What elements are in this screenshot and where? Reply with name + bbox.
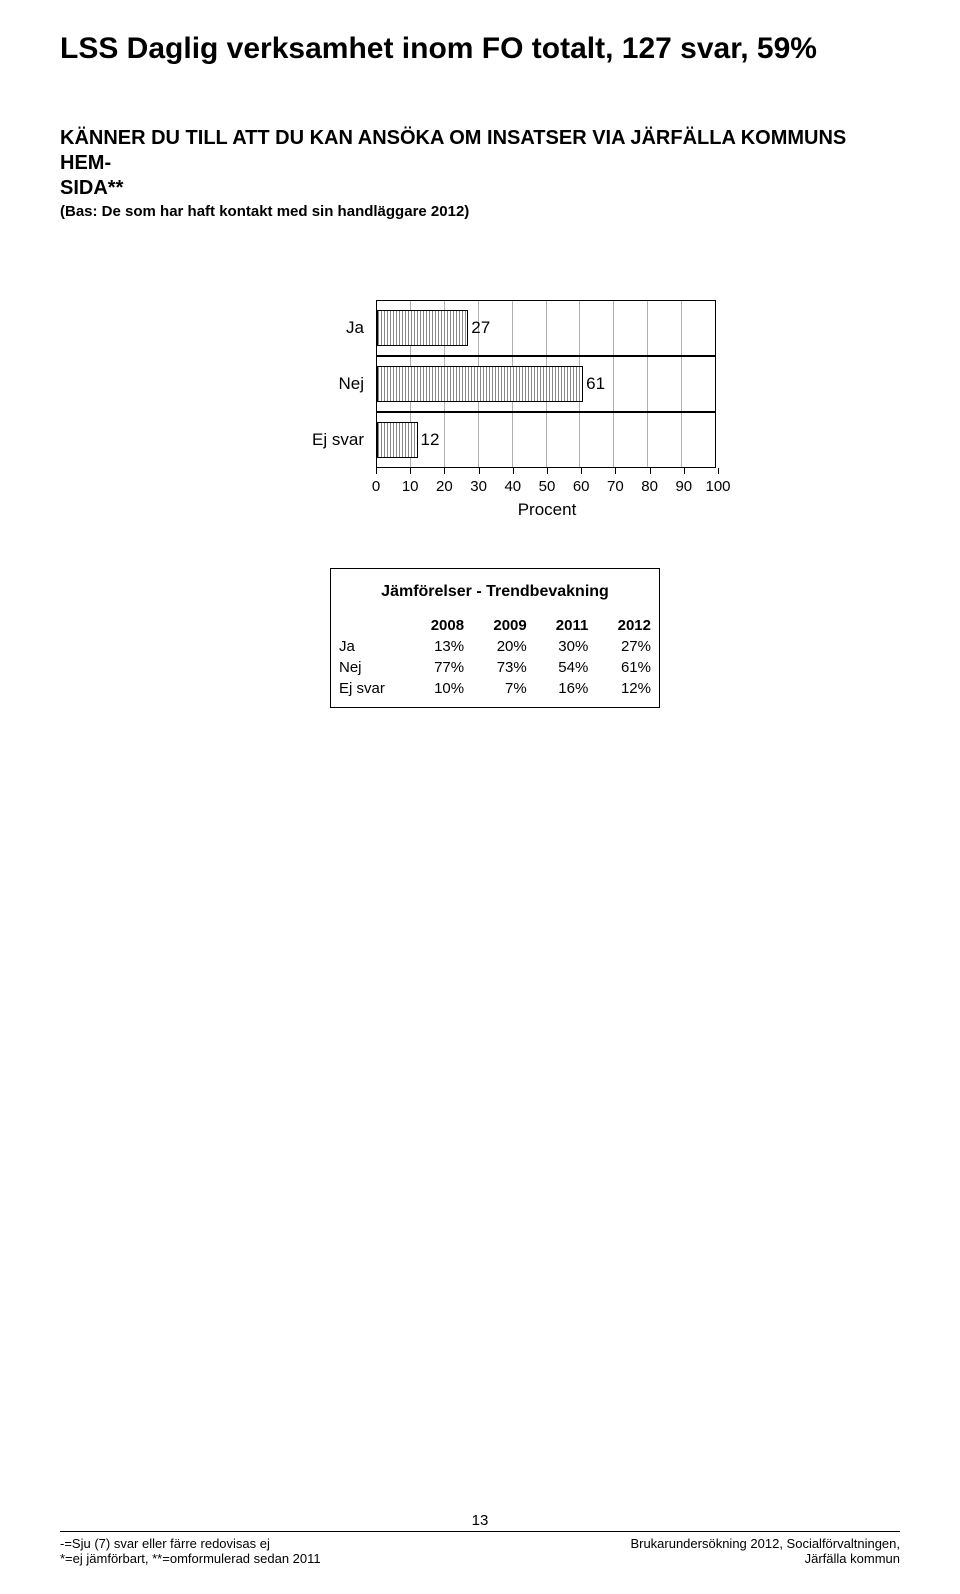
chart-tick-label: 0	[372, 478, 380, 495]
table-header-row: 2008200920112012	[331, 615, 659, 636]
footer-left-1: -=Sju (7) svar eller färre redovisas ej	[60, 1536, 321, 1551]
chart-category-label: Ja	[300, 318, 376, 338]
basis-text: (Bas: De som har haft kontakt med sin ha…	[60, 203, 900, 220]
chart-bar-value: 61	[582, 374, 605, 394]
chart-ticks	[376, 468, 718, 476]
footer-left-2: *=ej jämförbart, **=omformulerad sedan 2…	[60, 1551, 321, 1566]
table-cell: 30%	[535, 636, 597, 657]
table-cell: 61%	[596, 657, 659, 678]
trend-table: Jämförelser - Trendbevakning 20082009201…	[330, 568, 660, 708]
chart-bar-value: 27	[467, 318, 490, 338]
table-cell: Ja	[331, 636, 409, 657]
chart-tick-label: 70	[607, 478, 624, 495]
table-header-cell: 2008	[409, 615, 472, 636]
chart-tick-label: 30	[470, 478, 487, 495]
page-title: LSS Daglig verksamhet inom FO totalt, 12…	[60, 32, 900, 66]
table-cell: Ej svar	[331, 678, 409, 699]
chart-tick-label: 20	[436, 478, 453, 495]
chart-x-axis-label: Procent	[376, 500, 718, 520]
chart-row: Ej svar12	[300, 412, 900, 468]
chart-cell: 27	[376, 300, 716, 356]
chart-tick-label: 40	[504, 478, 521, 495]
question-line-1: KÄNNER DU TILL ATT DU KAN ANSÖKA OM INSA…	[60, 127, 846, 174]
chart-bar-value: 12	[417, 430, 440, 450]
chart-tick-label: 60	[573, 478, 590, 495]
chart-category-label: Ej svar	[300, 430, 376, 450]
table-header-cell	[331, 615, 409, 636]
table-header-cell: 2012	[596, 615, 659, 636]
table-cell: 16%	[535, 678, 597, 699]
table-cell: 27%	[596, 636, 659, 657]
table-cell: 13%	[409, 636, 472, 657]
table-row: Ej svar10%7%16%12%	[331, 678, 659, 699]
trend-table-title: Jämförelser - Trendbevakning	[331, 569, 659, 615]
chart-row: Ja27	[300, 300, 900, 356]
table-row: Nej77%73%54%61%	[331, 657, 659, 678]
table-cell: 10%	[409, 678, 472, 699]
chart-cell: 61	[376, 356, 716, 412]
table-cell: 20%	[472, 636, 535, 657]
table-header-cell: 2011	[535, 615, 597, 636]
table-cell: Nej	[331, 657, 409, 678]
chart-row: Nej61	[300, 356, 900, 412]
chart-category-label: Nej	[300, 374, 376, 394]
question-line-2: SIDA**	[60, 177, 123, 199]
chart-tick-label: 100	[705, 478, 730, 495]
page-number: 13	[472, 1512, 489, 1529]
chart-tick-label: 90	[675, 478, 692, 495]
table-cell: 73%	[472, 657, 535, 678]
bar-chart: Ja27Nej61Ej svar12 010203040506070809010…	[300, 300, 900, 520]
question-text: KÄNNER DU TILL ATT DU KAN ANSÖKA OM INSA…	[60, 126, 900, 201]
table-cell: 7%	[472, 678, 535, 699]
chart-tick-label: 10	[402, 478, 419, 495]
chart-tick-label: 80	[641, 478, 658, 495]
chart-cell: 12	[376, 412, 716, 468]
page-footer: 13 -=Sju (7) svar eller färre redovisas …	[60, 1531, 900, 1566]
chart-tick-label: 50	[539, 478, 556, 495]
footer-right-1: Brukarundersökning 2012, Socialförvaltni…	[630, 1536, 900, 1551]
chart-tick-labels: 0102030405060708090100	[376, 476, 718, 496]
table-cell: 12%	[596, 678, 659, 699]
chart-bar: 12	[377, 422, 418, 458]
table-row: Ja13%20%30%27%	[331, 636, 659, 657]
footer-right-2: Järfälla kommun	[630, 1551, 900, 1566]
table-cell: 54%	[535, 657, 597, 678]
table-cell: 77%	[409, 657, 472, 678]
chart-bar: 27	[377, 310, 468, 346]
table-header-cell: 2009	[472, 615, 535, 636]
chart-bar: 61	[377, 366, 583, 402]
